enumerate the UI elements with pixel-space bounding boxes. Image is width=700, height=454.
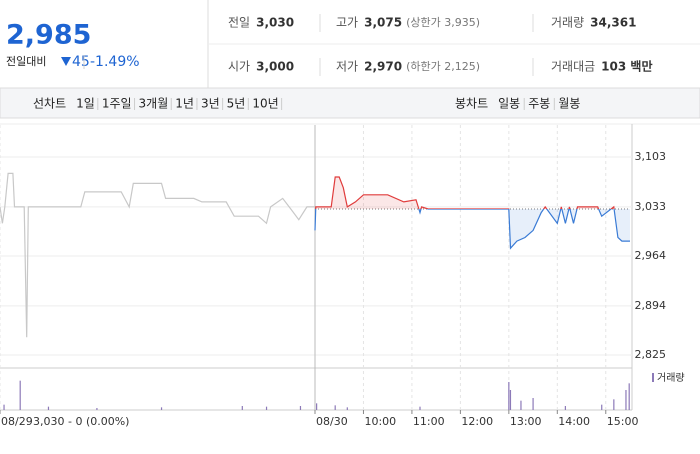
stat-value: 34,361 — [590, 16, 636, 30]
volume-bar — [47, 406, 50, 410]
y-tick-label: 3,033 — [635, 200, 667, 213]
volume-bar — [265, 406, 268, 410]
tab[interactable]: 10년 — [252, 97, 278, 111]
volume-bar — [628, 383, 630, 410]
change-label: 전일대비 — [6, 54, 46, 68]
volume-bar — [19, 380, 21, 410]
tab-label: 선차트 — [33, 97, 66, 111]
x-tick-label: 10:00 — [364, 415, 396, 428]
volume-bar — [334, 405, 336, 410]
area-up — [315, 177, 615, 210]
area-down — [315, 209, 630, 249]
x-tick-label: 11:00 — [413, 415, 445, 428]
volume-bar — [508, 382, 510, 410]
stat-note: (하한가 2,125) — [406, 59, 480, 73]
x-tick-label: 13:00 — [510, 415, 542, 428]
stat-value: 3,030 — [256, 16, 294, 30]
today-line-up — [315, 176, 615, 210]
tab-label: 봉차트 — [455, 97, 488, 111]
x-tick-label: 12:00 — [461, 415, 493, 428]
tab[interactable]: 1주일 — [102, 97, 132, 111]
volume-bar — [613, 399, 615, 410]
stat-note: (상한가 3,935) — [406, 16, 480, 29]
volume-bar — [346, 407, 348, 410]
x-tick-label: 08/29 — [1, 415, 33, 428]
volume-bar — [564, 406, 566, 410]
tab[interactable]: 1일 — [76, 97, 95, 111]
y-tick-label: 2,894 — [635, 299, 667, 312]
legend-swatch — [652, 373, 654, 382]
y-tick-label: 2,964 — [635, 249, 667, 262]
tab[interactable]: 5년 — [227, 97, 246, 111]
tab[interactable]: 1년 — [175, 97, 194, 111]
volume-bar — [316, 403, 318, 410]
stat-label: 거래대금 — [551, 60, 595, 74]
change: 45 — [72, 54, 90, 70]
stat-label: 저가 — [336, 60, 358, 74]
volume-bar — [520, 400, 522, 410]
legend-label: 거래량 — [657, 372, 685, 384]
tab[interactable]: 3개월 — [139, 97, 169, 111]
price: 2,985 — [6, 20, 91, 51]
stat-value: 2,970 — [364, 60, 402, 74]
previous-note: 3,030 - 0 (0.00%) — [33, 415, 129, 428]
x-tick-label: 14:00 — [558, 415, 590, 428]
today-line-down — [314, 209, 630, 250]
volume-bar — [419, 406, 421, 410]
stat-value: 3,000 — [256, 60, 294, 74]
stat-label: 거래량 — [551, 16, 584, 30]
volume-bar — [625, 390, 627, 410]
stat-value: 103 백만 — [601, 59, 652, 74]
stat-value: 3,075 — [364, 16, 402, 30]
volume-bar — [3, 404, 5, 410]
volume-bar — [241, 406, 243, 410]
volume-bar — [601, 404, 603, 410]
stat-label: 시가 — [228, 60, 250, 74]
y-tick-label: 2,825 — [635, 348, 667, 361]
y-tick-label: 3,103 — [635, 150, 667, 163]
stat-label: 고가 — [336, 16, 358, 30]
tab-bar — [0, 87, 700, 119]
volume-bar — [299, 406, 302, 410]
stat-label: 전일 — [228, 16, 250, 30]
tab[interactable]: 일봉 — [498, 97, 520, 111]
volume-bar — [160, 407, 163, 410]
tab[interactable]: 주봉 — [528, 97, 550, 111]
previous-line — [0, 172, 315, 338]
tab[interactable]: 월봉 — [558, 97, 580, 111]
change-pct: -1.49% — [90, 54, 140, 70]
x-tick-label: 08/30 — [316, 415, 348, 428]
tab[interactable]: 3년 — [201, 97, 220, 111]
volume-bar — [532, 398, 534, 410]
volume-bar — [509, 390, 512, 410]
x-tick-label: 15:00 — [607, 415, 639, 428]
down-arrow — [61, 57, 71, 66]
volume-bar — [96, 408, 98, 410]
